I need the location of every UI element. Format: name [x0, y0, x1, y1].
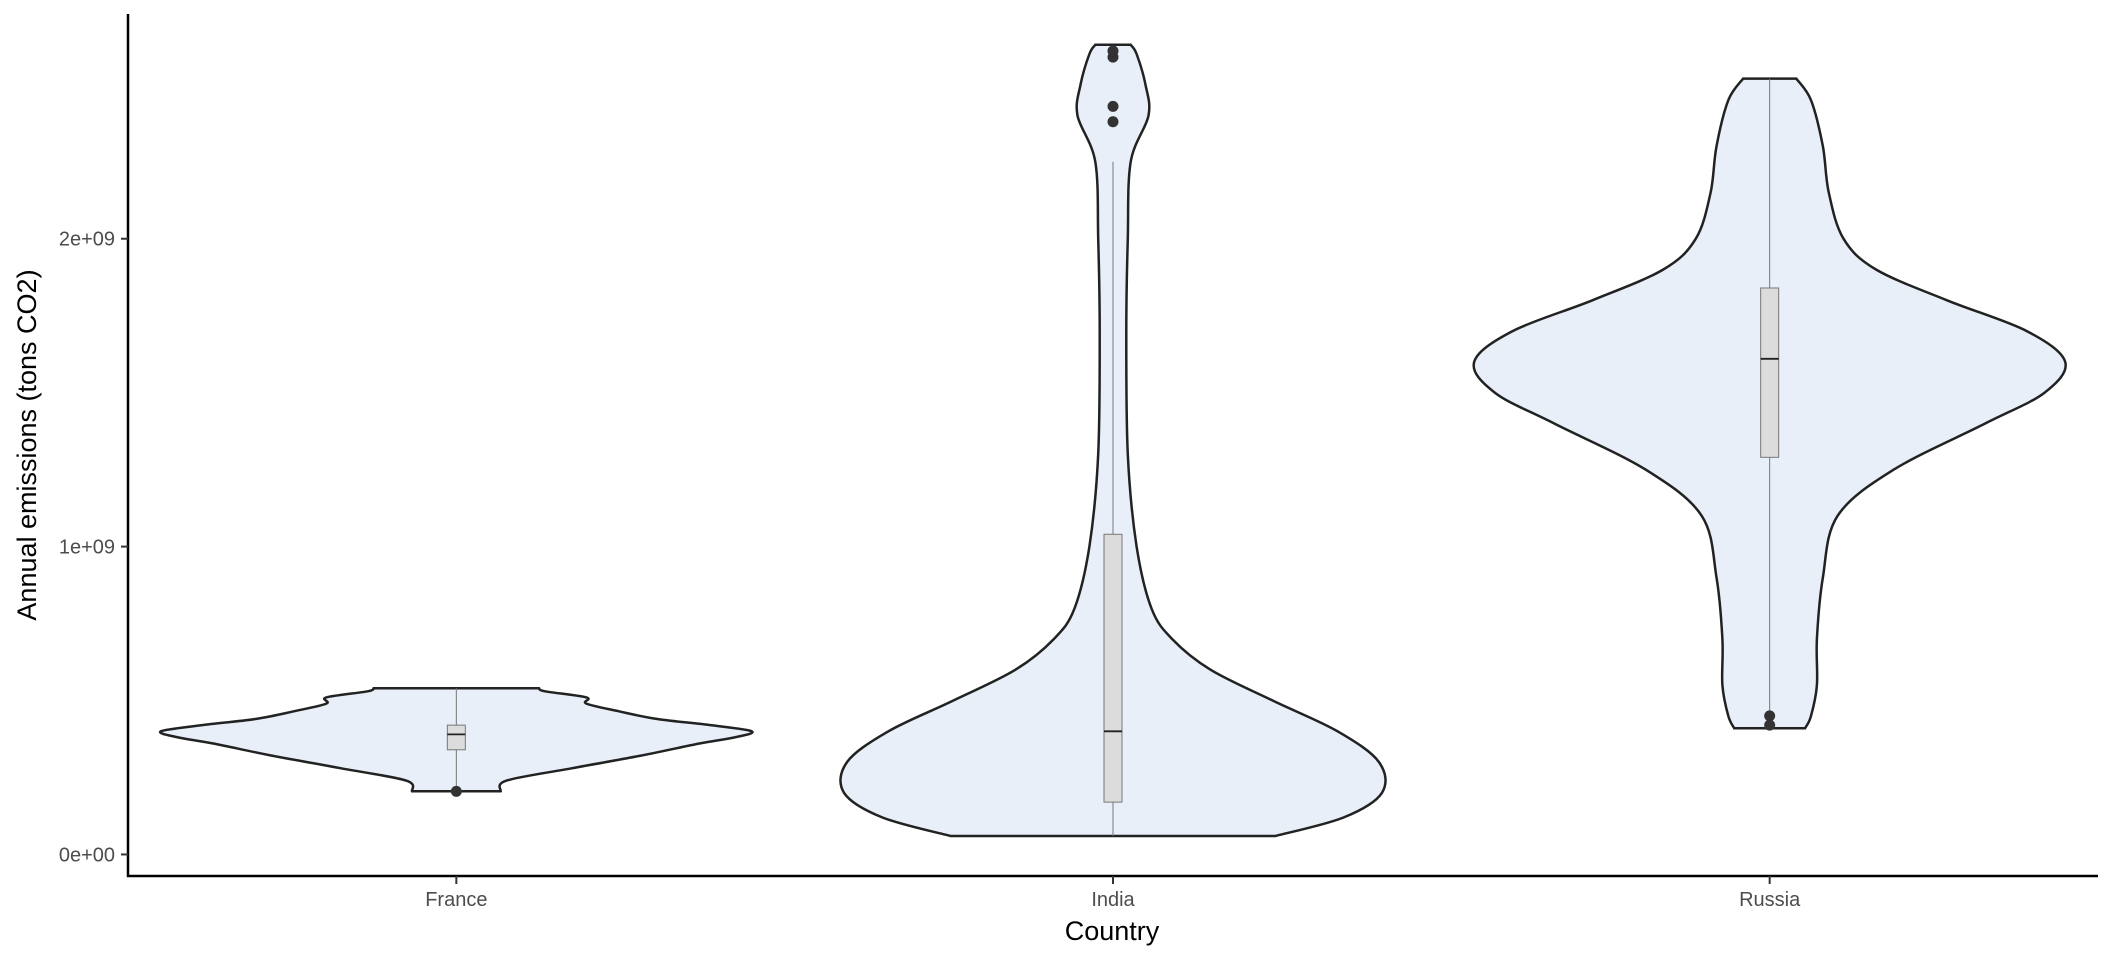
y-tick-label: 2e+09	[59, 229, 115, 251]
box-russia	[1760, 287, 1780, 458]
y-tick-label: 0e+00	[59, 844, 115, 866]
x-axis-title: Country	[1065, 916, 1160, 946]
outlier-point-india	[1107, 100, 1119, 112]
outlier-point-india	[1107, 45, 1119, 57]
box-france	[446, 724, 466, 751]
y-axis-title: Annual emissions (tons CO2)	[12, 269, 42, 620]
outlier-point-russia	[1764, 710, 1776, 722]
x-tick-label: Russia	[1739, 889, 1801, 911]
outlier-point-france	[450, 785, 462, 797]
outlier-point-india	[1107, 116, 1119, 128]
outlier-point-russia	[1764, 719, 1776, 731]
y-tick-label: 1e+09	[59, 537, 115, 559]
box-india	[1103, 533, 1123, 803]
x-tick-label: France	[425, 889, 487, 911]
x-tick-label: India	[1091, 889, 1135, 911]
